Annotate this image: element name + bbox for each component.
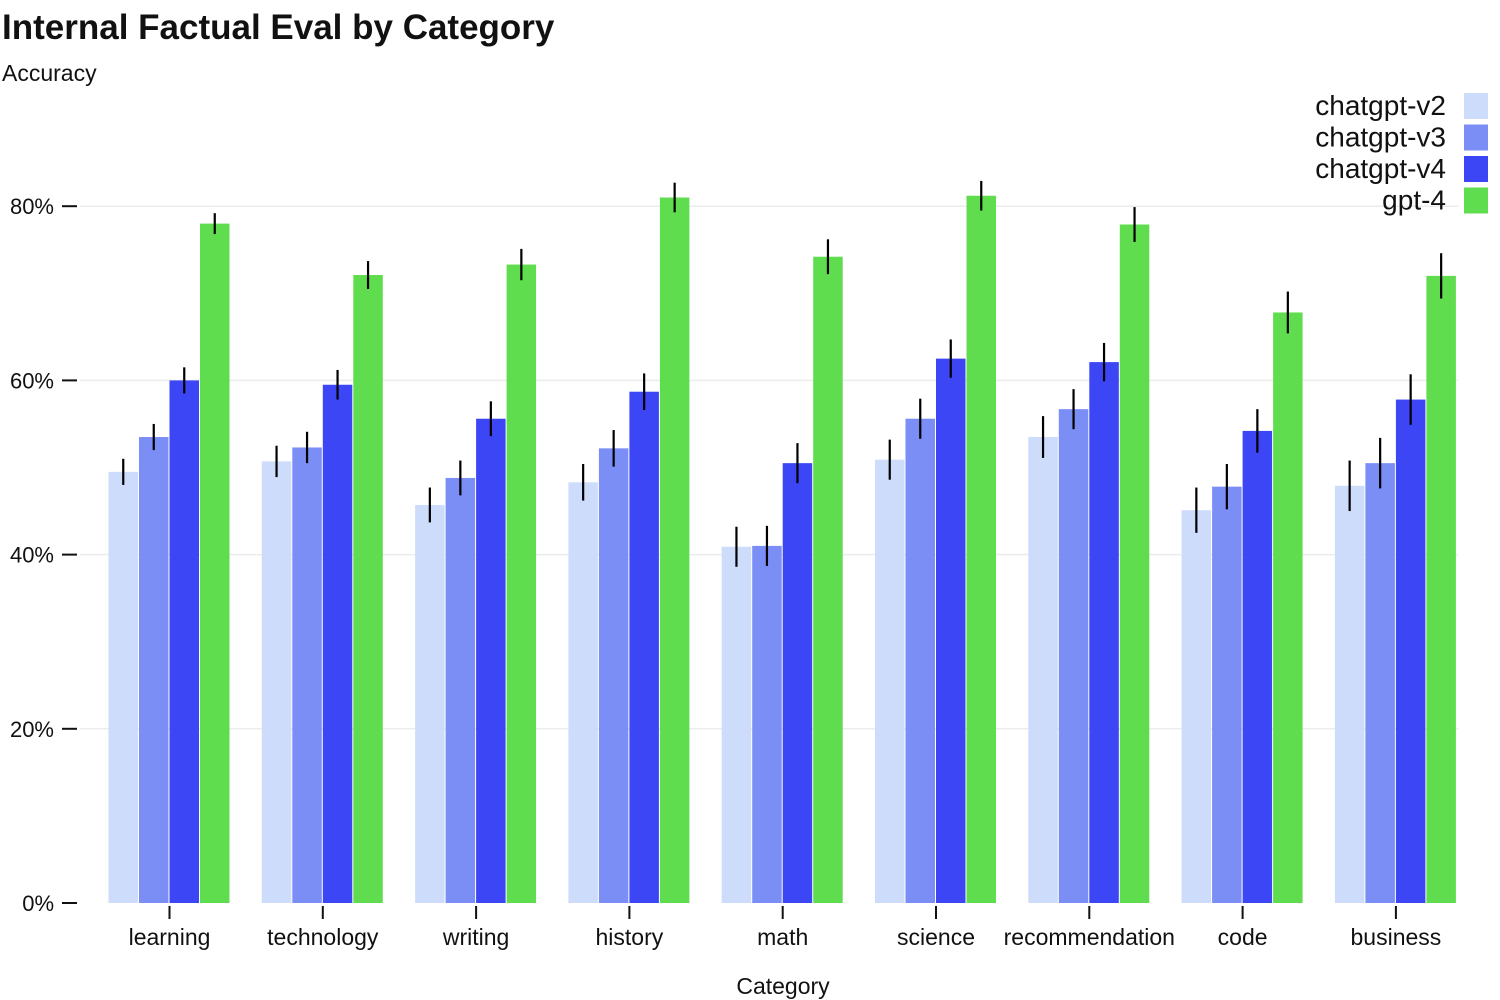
bar-chatgpt-v4-code: [1242, 430, 1273, 903]
bar-chatgpt-v2-history: [568, 482, 598, 903]
bar-chatgpt-v2-science: [875, 459, 905, 903]
x-axis: learning technology writing history math scie…: [129, 906, 1442, 950]
bar-chatgpt-v3-writing: [445, 477, 476, 903]
y-axis: 0% 20% 40% 60% 80%: [10, 194, 77, 916]
bar-chatgpt-v4-science: [936, 358, 966, 903]
legend-swatch-chatgpt-v2: [1464, 93, 1488, 119]
bar-chatgpt-v2-writing: [415, 504, 445, 903]
chart-subtitle: Accuracy: [2, 60, 97, 86]
x-tick-label: business: [1351, 924, 1442, 950]
bar-chatgpt-v2-code: [1181, 510, 1212, 903]
x-axis-title: Category: [736, 973, 830, 999]
x-tick-label: recommendation: [1004, 924, 1175, 950]
bar-chatgpt-v4-recommendation: [1089, 362, 1119, 903]
legend-swatch-chatgpt-v4: [1464, 156, 1488, 182]
bar-gpt-4-writing: [506, 264, 537, 903]
bar-chatgpt-v2-technology: [261, 461, 292, 903]
bar-gpt-4-science: [966, 195, 996, 904]
legend-label-chatgpt-v4: chatgpt-v4: [1315, 153, 1446, 184]
bar-chatgpt-v4-business: [1395, 399, 1426, 903]
bar-chatgpt-v2-learning: [108, 471, 138, 903]
y-tick-label: 20%: [10, 717, 54, 742]
bars-layer: [108, 195, 1456, 904]
legend-label-chatgpt-v3: chatgpt-v3: [1315, 122, 1446, 153]
bar-chatgpt-v3-math: [752, 545, 782, 903]
bar-chatgpt-v3-science: [905, 418, 935, 903]
legend-swatch-chatgpt-v3: [1464, 124, 1488, 151]
x-tick-label: writing: [442, 924, 509, 950]
x-tick-label: learning: [129, 924, 211, 950]
bar-chatgpt-v2-math: [721, 546, 752, 903]
y-tick-label: 0%: [22, 891, 54, 916]
bar-chatgpt-v4-learning: [169, 380, 199, 903]
x-tick-label: science: [897, 924, 975, 950]
chart-title: Internal Factual Eval by Category: [2, 8, 555, 47]
bar-chatgpt-v3-code: [1212, 486, 1242, 903]
bar-chatgpt-v4-history: [629, 391, 659, 903]
legend-swatch-gpt-4: [1464, 187, 1488, 214]
bar-gpt-4-code: [1273, 312, 1303, 903]
legend-label-gpt-4: gpt-4: [1382, 185, 1446, 216]
bar-chatgpt-v3-technology: [292, 447, 322, 903]
bar-gpt-4-technology: [353, 275, 383, 903]
x-tick-label: code: [1218, 924, 1268, 950]
x-tick-label: history: [596, 924, 664, 950]
x-tick-label: math: [757, 924, 808, 950]
bar-gpt-4-learning: [200, 223, 230, 903]
y-tick-label: 60%: [10, 368, 54, 393]
bar-chatgpt-v3-history: [598, 448, 629, 903]
bar-gpt-4-math: [813, 256, 843, 903]
bar-chatgpt-v4-math: [782, 463, 813, 903]
bar-chatgpt-v3-business: [1365, 463, 1395, 903]
bar-gpt-4-business: [1426, 275, 1456, 903]
x-tick-label: technology: [267, 924, 379, 950]
error-bars-layer: [122, 180, 1443, 567]
bar-chatgpt-v2-business: [1334, 485, 1365, 903]
legend-label-chatgpt-v2: chatgpt-v2: [1315, 90, 1446, 121]
y-tick-label: 80%: [10, 194, 54, 219]
bar-gpt-4-recommendation: [1119, 224, 1150, 904]
bar-gpt-4-history: [659, 197, 690, 904]
bar-chatgpt-v4-technology: [322, 384, 353, 903]
bar-chatgpt-v3-recommendation: [1058, 409, 1089, 903]
bar-chatgpt-v3-learning: [139, 437, 169, 903]
bar-chatgpt-v4-writing: [476, 418, 506, 903]
bar-chatgpt-v2-recommendation: [1028, 437, 1058, 903]
y-tick-label: 40%: [10, 543, 54, 568]
